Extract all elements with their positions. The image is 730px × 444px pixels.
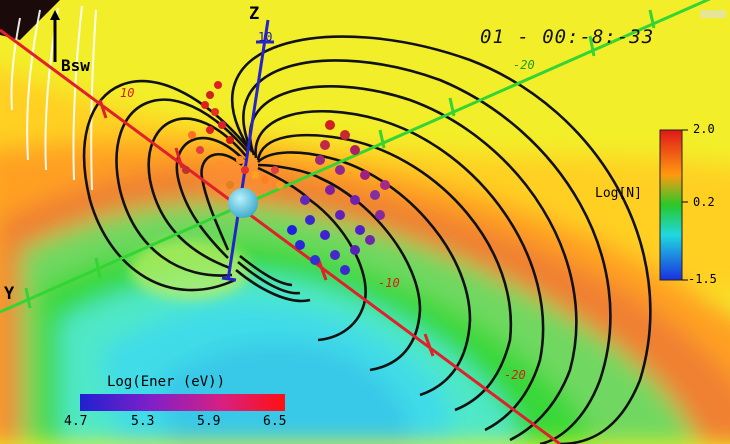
solar-wind-lines — [10, 5, 97, 191]
x-axis-line — [0, 28, 561, 444]
energy-colorbar-tick: 4.7 — [64, 414, 88, 429]
x-axis-tick: -10 — [378, 276, 400, 290]
corner-shadow — [0, 0, 60, 40]
y-axis-tick: -20 — [513, 58, 535, 72]
density-colorbar-bar — [659, 129, 683, 281]
field-lines — [82, 35, 652, 444]
x-axis-tick: 10 — [120, 86, 135, 100]
energy-colorbar-title: Log(Ener (eV)) — [107, 374, 226, 390]
energy-colorbar-tick: 5.3 — [131, 414, 155, 429]
density-colorbar-title: Log[N] — [595, 186, 642, 201]
particles-ring-current — [287, 120, 390, 275]
y-axis-label: Y — [4, 284, 15, 304]
y-axis-line — [0, 0, 712, 314]
solar-wind-label: Bsw — [61, 56, 90, 75]
z-axis-label: Z — [249, 4, 260, 24]
particles-cusp — [182, 81, 284, 189]
density-colorbar-mid: 0.2 — [693, 195, 715, 209]
x-axis-tick: -20 — [504, 368, 526, 382]
earth-sphere — [228, 188, 258, 218]
watermark-badge — [700, 10, 726, 18]
energy-colorbar-tick: 5.9 — [197, 414, 221, 429]
bsw-arrow-head — [50, 10, 60, 20]
energy-colorbar-tick: 6.5 — [263, 414, 287, 429]
timestamp-label: 01 - 00:-8:-33 — [480, 26, 655, 48]
z-axis-tick: 10 — [258, 30, 273, 44]
energy-colorbar-bar — [80, 394, 285, 411]
density-colorbar-max: 2.0 — [693, 122, 715, 136]
density-colorbar-min: -1.5 — [688, 272, 717, 286]
z-axis-line — [221, 19, 274, 282]
